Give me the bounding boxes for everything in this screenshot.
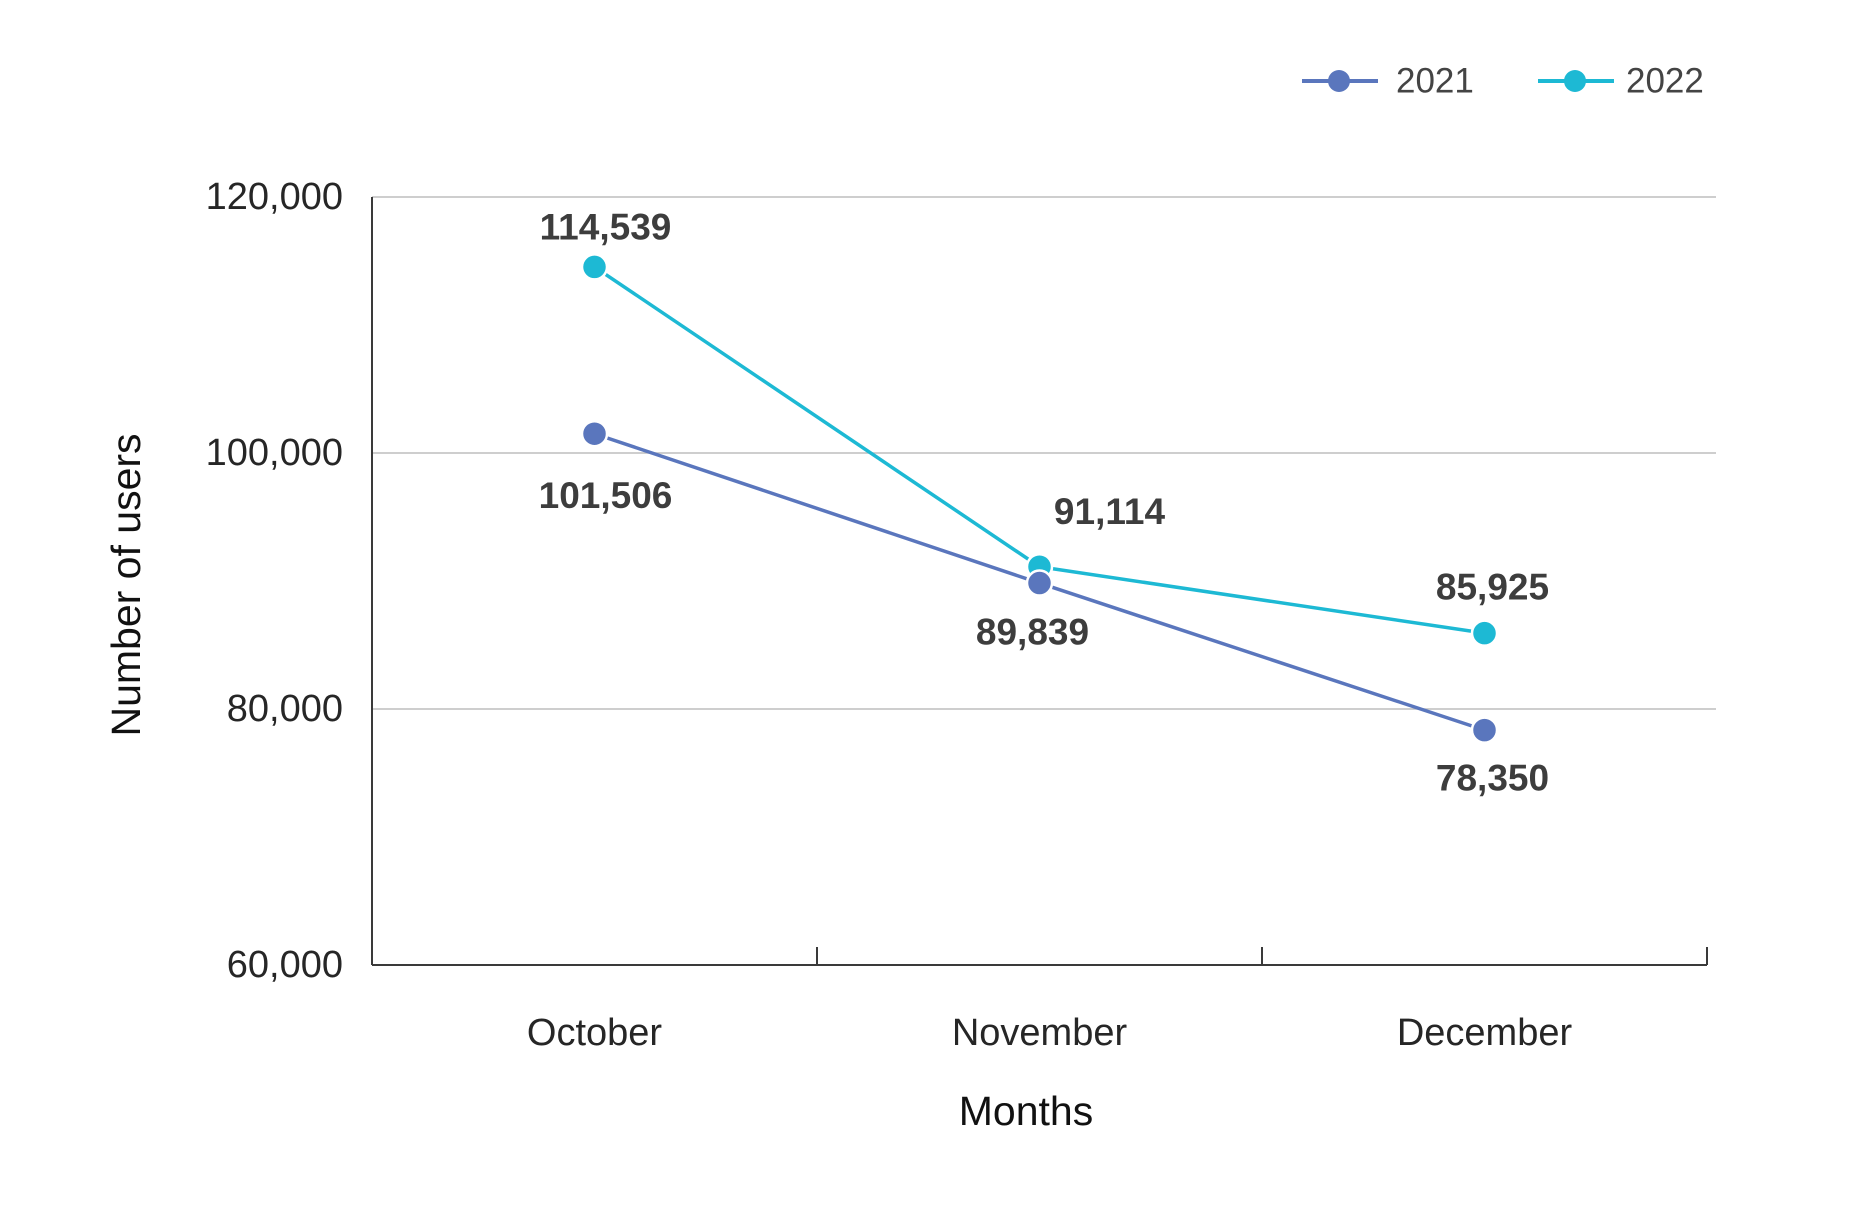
y-tick-label-100-000: 100,000: [206, 432, 343, 474]
x-tick-label-november: November: [952, 1012, 1128, 1054]
data-point-2022-october[interactable]: [580, 253, 609, 281]
data-point-2022-december[interactable]: [1470, 619, 1499, 647]
y-tick-label-80-000: 80,000: [227, 688, 343, 730]
y-axis-title: Number of users: [103, 433, 149, 736]
series-group: [580, 253, 1499, 744]
legend-marker-2022: [1564, 70, 1586, 92]
data-label-2022-november: 91,114: [1054, 491, 1166, 532]
x-tick-label-december: December: [1397, 1012, 1573, 1054]
data-labels: 114,539 91,114 85,925 101,506 89,839 78,350: [539, 206, 1549, 798]
x-tick-label-october: October: [527, 1012, 663, 1054]
gridlines: [372, 196, 1716, 710]
legend-item-2021[interactable]: 2021: [1302, 62, 1474, 101]
legend-item-2022[interactable]: 2022: [1538, 62, 1704, 101]
y-tick-label-120-000: 120,000: [206, 176, 343, 218]
data-label-2022-december: 85,925: [1436, 567, 1549, 608]
data-label-2021-november: 89,839: [976, 612, 1089, 653]
data-point-2021-november[interactable]: [1025, 569, 1054, 597]
data-label-2021-december: 78,350: [1436, 758, 1549, 799]
y-tick-label-60-000: 60,000: [227, 944, 343, 986]
y-tick-labels: 60,000 80,000 100,000 120,000: [206, 176, 343, 986]
data-label-2022-october: 114,539: [540, 206, 672, 247]
series-2021: [580, 419, 1499, 744]
legend: 2021 2022: [1302, 62, 1704, 101]
x-axis-title: Months: [959, 1088, 1093, 1134]
data-point-2021-december[interactable]: [1470, 716, 1499, 744]
legend-label-2022: 2022: [1626, 62, 1704, 101]
legend-marker-2021: [1328, 70, 1350, 92]
x-tick-labels: October November December: [527, 1012, 1573, 1054]
axes: [371, 197, 1708, 966]
legend-label-2021: 2021: [1396, 62, 1474, 101]
data-point-2021-october[interactable]: [580, 419, 609, 448]
data-label-2021-october: 101,506: [539, 475, 673, 516]
